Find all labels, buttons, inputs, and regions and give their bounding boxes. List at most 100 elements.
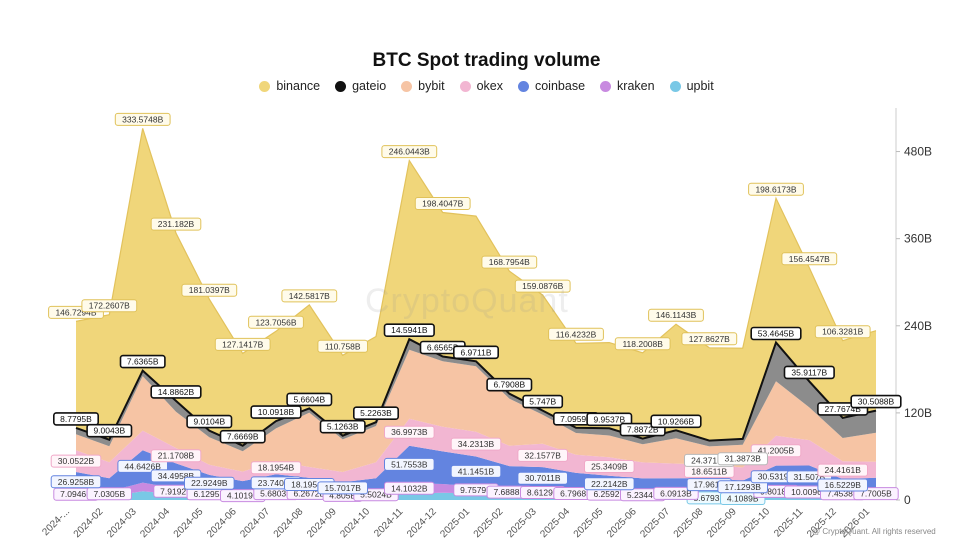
- data-label-box-coinbase: [717, 480, 769, 494]
- legend-item-kraken[interactable]: kraken: [600, 79, 655, 93]
- data-label-kraken: 5.2344B: [627, 490, 659, 500]
- data-label-gateio: 7.0959B: [560, 414, 592, 424]
- data-label-coinbase: 17.1293B: [724, 482, 761, 492]
- data-label-gateio: 9.0043B: [93, 426, 125, 436]
- data-label-kraken: 10.0096B: [791, 487, 828, 497]
- data-label-binance: 168.7954B: [489, 257, 530, 267]
- data-label-box-gateio: [186, 414, 233, 429]
- data-label-coinbase: 30.7011B: [525, 473, 561, 483]
- data-label-box-binance: [281, 289, 338, 303]
- data-label-gateio: 5.1263B: [327, 422, 359, 432]
- data-label-gateio: 9.0104B: [193, 417, 225, 427]
- data-label-box-binance: [548, 327, 604, 341]
- legend-swatch-bybit: [401, 80, 413, 92]
- data-label-upbit: 4.1089B: [727, 494, 759, 504]
- data-label-box-binance: [614, 337, 671, 351]
- data-label-binance: 123.7056B: [255, 317, 296, 327]
- data-label-gateio: 7.6365B: [127, 357, 159, 367]
- data-label-box-okex: [450, 437, 502, 451]
- legend-item-gateio[interactable]: gateio: [335, 79, 386, 93]
- data-label-box-coinbase: [184, 476, 235, 490]
- data-label-kraken: 4.805B: [329, 490, 356, 500]
- data-label-binance: 172.2607B: [89, 301, 130, 311]
- data-label-binance: 127.8627B: [689, 334, 730, 344]
- copyright-text: @ CryptoQuant. All rights reserved: [812, 527, 936, 536]
- line-gateio: [75, 337, 877, 447]
- data-label-kraken: 6.2592B: [593, 489, 625, 499]
- x-tick-label: 2025-06: [605, 506, 639, 540]
- data-label-kraken: 6.7968B: [560, 489, 592, 499]
- data-label-gateio: 5.2263B: [360, 408, 392, 418]
- data-label-kraken: 7.9192B: [160, 486, 192, 496]
- x-tick-label: 2025-01: [438, 506, 472, 540]
- legend-item-coinbase[interactable]: coinbase: [517, 79, 586, 93]
- legend-item-okex[interactable]: okex: [459, 79, 503, 93]
- data-label-box-okex: [817, 463, 869, 477]
- data-label-kraken: 6.2672B: [293, 488, 325, 498]
- data-label-binance: 231.182B: [158, 219, 195, 229]
- data-label-gateio: 7.8872B: [627, 425, 659, 435]
- legend-swatch-gateio: [335, 80, 347, 92]
- data-label-box-gateio: [219, 429, 266, 444]
- data-label-gateio: 53.4645B: [758, 329, 795, 339]
- data-label-binance: 127.1417B: [222, 339, 263, 349]
- legend-label-coinbase: coinbase: [534, 79, 586, 93]
- x-tick-label: 2025-03: [505, 506, 539, 540]
- data-label-kraken: 9.7579B: [460, 485, 492, 495]
- legend-swatch-okex: [459, 80, 471, 92]
- x-tick-label: 2024-07: [238, 506, 272, 540]
- data-label-kraken: 5.6803B: [260, 489, 292, 499]
- data-label-box-binance: [114, 112, 171, 126]
- data-label-gateio: 5.6604B: [293, 394, 325, 404]
- data-label-coinbase: 16.5229B: [824, 480, 861, 490]
- legend-swatch-upbit: [669, 80, 681, 92]
- x-tick-label: 2025-02: [472, 506, 506, 540]
- data-label-gateio: 6.6565B: [427, 343, 459, 353]
- data-label-box-okex: [584, 460, 635, 473]
- data-label-box-binance: [214, 337, 271, 351]
- x-tick-label: 2025-07: [638, 506, 672, 540]
- data-label-box-bybit: [717, 452, 769, 466]
- data-label-bybit: 24.3718B: [691, 455, 728, 465]
- data-label-box-gateio: [119, 354, 166, 369]
- legend-item-upbit[interactable]: upbit: [669, 79, 714, 93]
- data-label-kraken: 5.5024B: [360, 490, 392, 500]
- data-label-box-binance: [414, 197, 471, 210]
- data-label-coinbase: 22.9249B: [191, 478, 228, 488]
- data-label-binance: 198.6173B: [755, 184, 796, 194]
- data-label-binance: 156.4547B: [789, 254, 830, 264]
- data-label-box-binance: [381, 145, 438, 159]
- data-label-box-binance: [681, 332, 738, 346]
- legend-label-binance: binance: [276, 79, 321, 93]
- x-tick-label: 2024-06: [205, 506, 239, 540]
- data-label-binance: 110.758B: [325, 341, 361, 351]
- data-label-binance: 142.5817B: [289, 291, 330, 301]
- data-label-box-coinbase: [450, 464, 502, 478]
- data-label-box-binance: [648, 308, 704, 322]
- y-tick-label: 240B: [904, 319, 932, 333]
- x-tick-label: 2025-11: [772, 506, 806, 540]
- data-label-binance: 118.2008B: [622, 339, 663, 349]
- data-label-box-gateio: [650, 414, 702, 429]
- x-tick-label: 2024-10: [338, 506, 372, 540]
- data-label-box-okex: [150, 449, 202, 463]
- legend-label-kraken: kraken: [617, 79, 655, 93]
- data-label-box-binance: [781, 252, 838, 266]
- legend-item-bybit[interactable]: bybit: [401, 79, 445, 93]
- x-tick-label: 2024-04: [138, 506, 172, 540]
- data-label-binance: 333.5748B: [122, 114, 163, 124]
- data-label-box-binance: [81, 299, 138, 313]
- data-label-box-binance: [317, 339, 368, 353]
- data-label-binance: 246.0443B: [389, 147, 430, 157]
- watermark: CryptoQuant: [365, 282, 569, 320]
- data-label-coinbase: 23.7409B: [258, 478, 295, 488]
- data-label-gateio: 10.0918B: [258, 407, 295, 417]
- data-label-box-okex: [384, 425, 435, 439]
- data-label-coinbase: 22.2142B: [591, 479, 628, 489]
- legend-item-binance[interactable]: binance: [259, 79, 320, 93]
- data-label-box-coinbase: [384, 457, 435, 471]
- data-label-kraken: 7.0946B: [60, 489, 92, 499]
- x-tick-label: 2024-05: [172, 506, 206, 540]
- data-label-coinbase: 26.9258B: [58, 477, 95, 487]
- data-label-kraken: 8.6129B: [527, 488, 559, 498]
